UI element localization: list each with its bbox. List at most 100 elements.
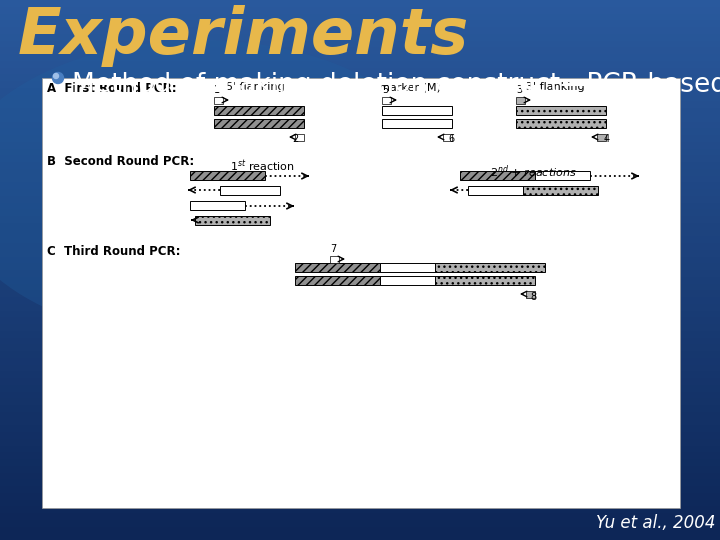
Bar: [42, 78, 680, 508]
Bar: [0, 492, 720, 500]
Bar: [516, 97, 525, 104]
Bar: [435, 276, 535, 285]
Bar: [0, 201, 720, 209]
Bar: [0, 316, 720, 324]
Bar: [0, 397, 720, 405]
Text: 4: 4: [604, 134, 610, 144]
Bar: [0, 208, 720, 216]
Bar: [0, 87, 720, 94]
Bar: [0, 73, 720, 81]
Bar: [0, 323, 720, 330]
Bar: [0, 93, 720, 102]
Bar: [435, 263, 545, 272]
Bar: [0, 147, 720, 156]
Bar: [0, 100, 720, 108]
Bar: [0, 60, 720, 68]
Text: A  First Round PCR:: A First Round PCR:: [47, 82, 176, 95]
Bar: [0, 181, 720, 189]
Bar: [0, 66, 720, 74]
Bar: [0, 384, 720, 392]
Bar: [214, 106, 304, 115]
Bar: [0, 289, 720, 297]
Bar: [0, 114, 720, 122]
Text: 3: 3: [516, 85, 522, 95]
Bar: [0, 350, 720, 357]
Bar: [0, 417, 720, 426]
Bar: [0, 498, 720, 507]
Bar: [0, 195, 720, 202]
Bar: [0, 6, 720, 14]
Bar: [460, 171, 535, 180]
Bar: [0, 303, 720, 310]
Text: 8: 8: [530, 292, 536, 302]
Bar: [0, 296, 720, 303]
Bar: [0, 478, 720, 486]
Bar: [220, 186, 280, 195]
Bar: [0, 377, 720, 384]
Bar: [382, 97, 391, 104]
Bar: [0, 451, 720, 459]
Bar: [0, 222, 720, 230]
Bar: [0, 262, 720, 270]
Bar: [0, 127, 720, 135]
Circle shape: [53, 72, 63, 84]
Bar: [0, 19, 720, 27]
Bar: [0, 174, 720, 183]
Bar: [0, 134, 720, 141]
Bar: [443, 133, 452, 140]
Bar: [0, 390, 720, 399]
Bar: [0, 424, 720, 432]
Circle shape: [53, 73, 58, 78]
Bar: [0, 458, 720, 465]
Bar: [0, 269, 720, 276]
Bar: [0, 188, 720, 195]
Bar: [0, 336, 720, 345]
Bar: [382, 119, 452, 128]
Bar: [214, 119, 304, 128]
Text: 5: 5: [382, 85, 388, 95]
Bar: [0, 39, 720, 47]
Bar: [190, 201, 245, 210]
Text: B  Second Round PCR:: B Second Round PCR:: [47, 155, 194, 168]
Text: Method of making deletion construct—PCR-based: Method of making deletion construct—PCR-…: [72, 72, 720, 98]
Text: 7: 7: [330, 244, 336, 254]
Text: Experiments: Experiments: [18, 5, 469, 67]
Text: 5' flanking: 5' flanking: [225, 82, 284, 92]
Bar: [0, 370, 720, 378]
Bar: [0, 53, 720, 60]
Bar: [195, 216, 270, 225]
Bar: [0, 276, 720, 284]
Bar: [0, 357, 720, 364]
Bar: [0, 141, 720, 148]
Bar: [516, 119, 606, 128]
Bar: [190, 171, 265, 180]
Bar: [295, 133, 304, 140]
Bar: [295, 276, 380, 285]
Text: marker (M): marker (M): [379, 82, 441, 92]
Text: 6: 6: [448, 134, 454, 144]
Bar: [0, 444, 720, 453]
Bar: [0, 505, 720, 513]
Bar: [0, 431, 720, 438]
Bar: [0, 525, 720, 534]
Bar: [295, 263, 380, 272]
Text: C  Third Round PCR:: C Third Round PCR:: [47, 245, 181, 258]
Bar: [597, 133, 606, 140]
Text: $2^{nd}$ + reactions: $2^{nd}$ + reactions: [490, 163, 577, 180]
Bar: [468, 186, 523, 195]
Bar: [0, 242, 720, 249]
Bar: [0, 411, 720, 418]
Text: Yu et al., 2004: Yu et al., 2004: [596, 514, 716, 532]
Bar: [0, 215, 720, 222]
Bar: [0, 309, 720, 317]
Bar: [0, 33, 720, 40]
Bar: [382, 106, 452, 115]
Text: 1: 1: [214, 85, 220, 95]
Bar: [0, 26, 720, 33]
Bar: [0, 519, 720, 526]
Bar: [0, 512, 720, 519]
Bar: [0, 107, 720, 115]
Text: method: method: [72, 94, 174, 120]
Bar: [0, 485, 720, 492]
Bar: [0, 343, 720, 351]
